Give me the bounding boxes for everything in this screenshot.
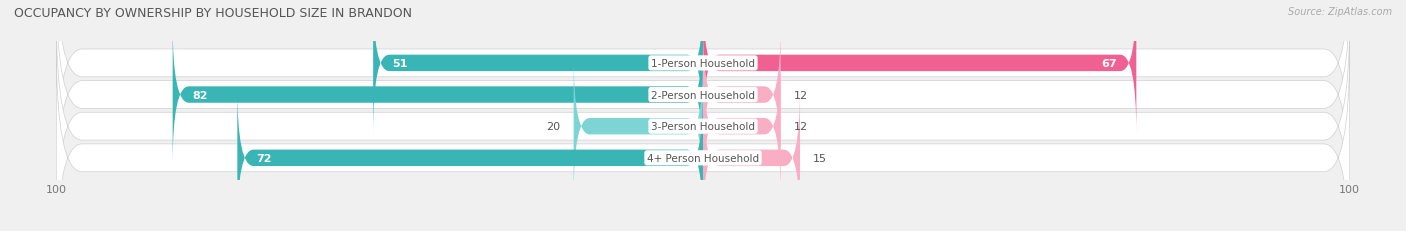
Text: 3-Person Household: 3-Person Household [651, 122, 755, 132]
Text: 2-Person Household: 2-Person Household [651, 90, 755, 100]
FancyBboxPatch shape [56, 46, 1350, 231]
FancyBboxPatch shape [56, 0, 1350, 176]
Text: 4+ Person Household: 4+ Person Household [647, 153, 759, 163]
Text: 51: 51 [392, 59, 408, 69]
Text: 12: 12 [793, 90, 807, 100]
FancyBboxPatch shape [238, 88, 703, 229]
Text: 82: 82 [193, 90, 208, 100]
Text: 1-Person Household: 1-Person Household [651, 59, 755, 69]
Text: 20: 20 [547, 122, 561, 132]
FancyBboxPatch shape [56, 15, 1350, 231]
Text: OCCUPANCY BY OWNERSHIP BY HOUSEHOLD SIZE IN BRANDON: OCCUPANCY BY OWNERSHIP BY HOUSEHOLD SIZE… [14, 7, 412, 20]
Text: 15: 15 [813, 153, 827, 163]
FancyBboxPatch shape [703, 56, 780, 197]
FancyBboxPatch shape [373, 0, 703, 134]
Text: 12: 12 [793, 122, 807, 132]
FancyBboxPatch shape [703, 88, 800, 229]
Text: Source: ZipAtlas.com: Source: ZipAtlas.com [1288, 7, 1392, 17]
FancyBboxPatch shape [703, 24, 780, 166]
Legend: Owner-occupied, Renter-occupied: Owner-occupied, Renter-occupied [586, 228, 820, 231]
Text: 67: 67 [1101, 59, 1116, 69]
FancyBboxPatch shape [56, 0, 1350, 207]
FancyBboxPatch shape [703, 0, 1136, 134]
Text: 72: 72 [257, 153, 273, 163]
FancyBboxPatch shape [574, 56, 703, 197]
FancyBboxPatch shape [173, 24, 703, 166]
